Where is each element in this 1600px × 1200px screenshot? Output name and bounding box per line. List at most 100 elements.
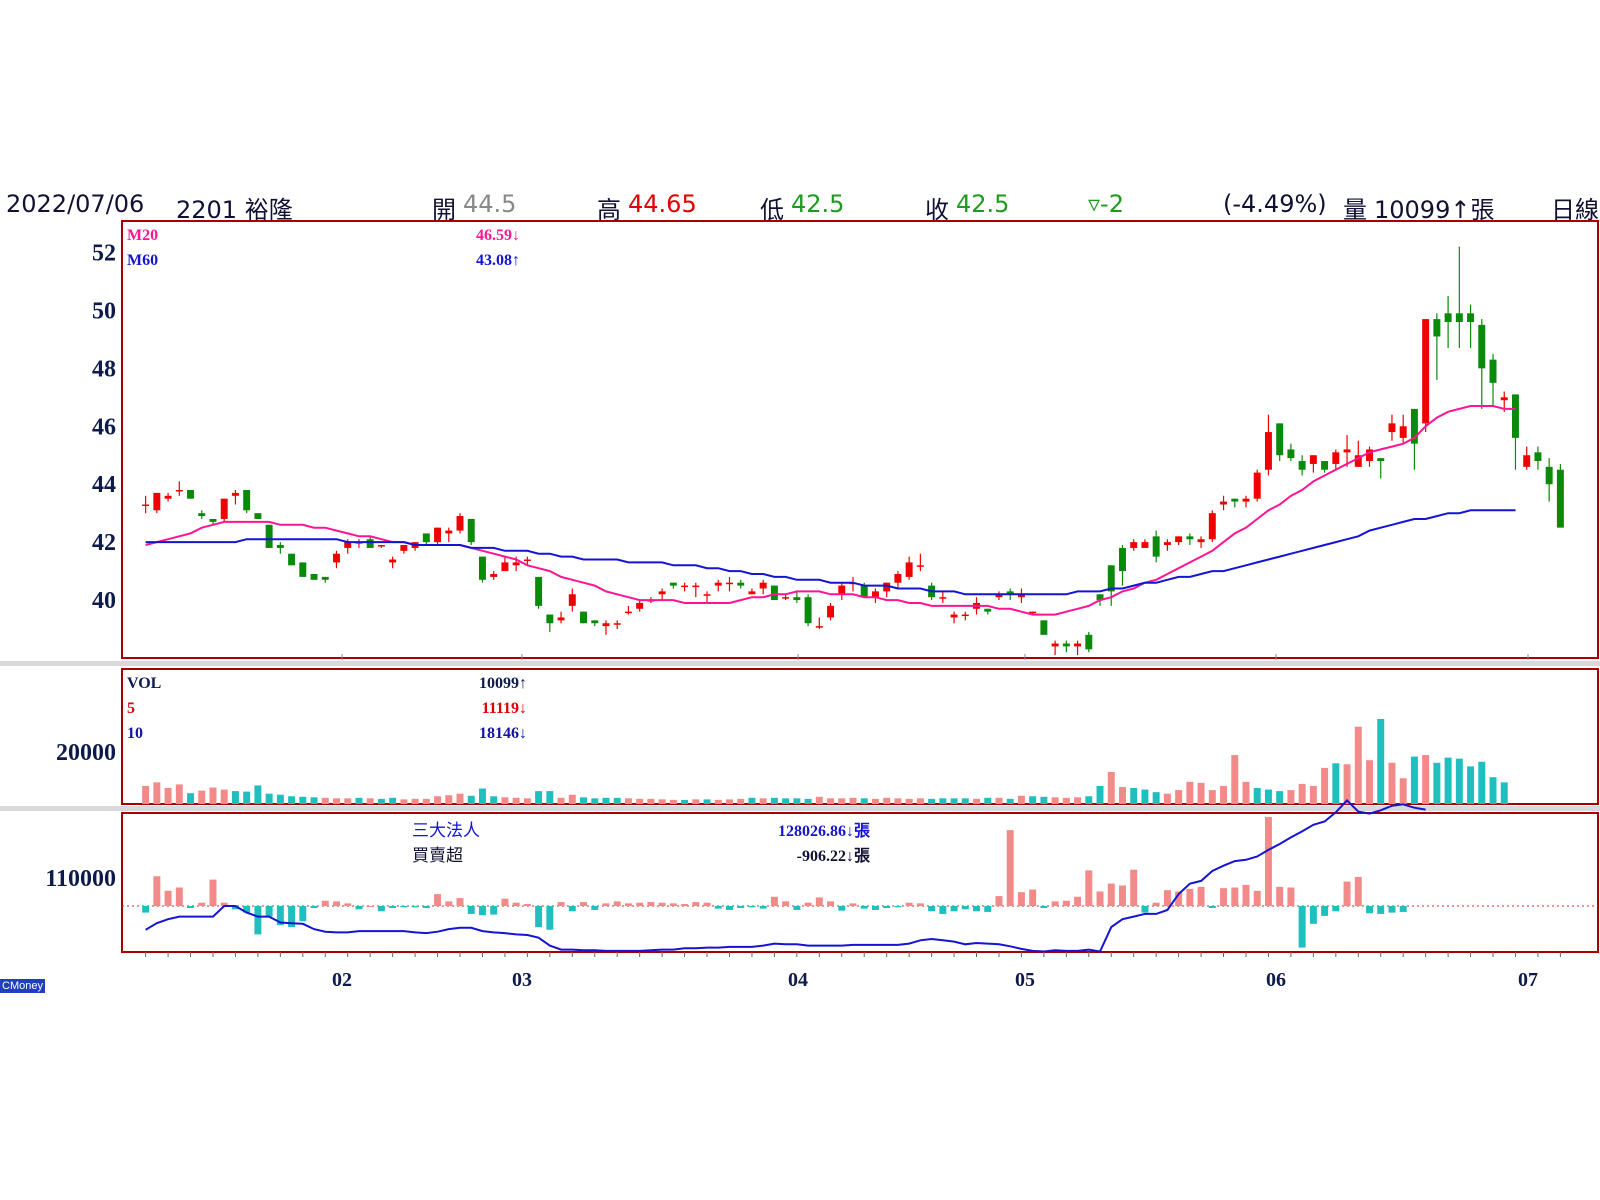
volume-bar: [1006, 798, 1014, 804]
volume-bar: [254, 785, 262, 804]
candle-body: [1455, 313, 1463, 322]
candle-body: [1309, 455, 1317, 464]
legend-name: VOL: [127, 675, 161, 692]
volume-bar: [1399, 778, 1407, 804]
net-buy-bar: [1130, 869, 1138, 906]
price-tick-label: 50: [92, 298, 116, 324]
candle-body: [220, 498, 228, 519]
candle: [310, 574, 318, 580]
net-buy-bar: [1029, 889, 1037, 906]
candle-body: [793, 597, 801, 601]
volume-bar: [1051, 797, 1059, 804]
candle: [445, 527, 453, 543]
candle-body: [198, 513, 206, 517]
volume-bar: [770, 797, 778, 804]
candle: [1354, 440, 1362, 467]
candle-body: [344, 542, 352, 548]
candle: [1332, 449, 1340, 470]
legend-name: M20: [127, 227, 158, 244]
net-buy-bar: [883, 906, 891, 908]
net-buy-bar: [254, 906, 262, 935]
volume-bar: [344, 798, 352, 804]
candle-body: [703, 594, 711, 596]
close-label: 收: [925, 196, 949, 224]
net-buy-bar: [344, 903, 352, 906]
legend-name: 5: [127, 700, 135, 717]
volume-bar: [546, 791, 554, 804]
month-label: 03: [512, 969, 532, 991]
net-buy-bar: [310, 906, 318, 908]
volume-bar: [1197, 782, 1205, 804]
candle-body: [1074, 643, 1082, 647]
candle-body: [1545, 466, 1553, 485]
candle-body: [557, 617, 565, 621]
candle-body: [389, 559, 397, 563]
net-buy-bar: [894, 906, 902, 908]
candle: [1130, 539, 1138, 551]
volume-bar: [759, 798, 767, 804]
net-buy-bar: [961, 906, 969, 910]
net-buy-bar: [793, 906, 801, 910]
net-buy-bar: [759, 906, 767, 909]
volume-bar: [243, 791, 251, 804]
candle-body: [1343, 449, 1351, 453]
candle: [198, 510, 206, 519]
candle: [377, 545, 385, 548]
candle: [142, 495, 150, 514]
net-buy-bar: [580, 902, 588, 906]
period-tab[interactable]: 日線: [1551, 196, 1599, 224]
net-buy-bar: [1208, 906, 1216, 908]
institutional-tick-label: 110000: [45, 866, 116, 892]
volume-bar: [187, 793, 195, 804]
volume-bar: [748, 797, 756, 804]
holdings-line: [145, 798, 1426, 953]
volume-bar: [613, 797, 621, 804]
candle-body: [1096, 594, 1104, 601]
candle: [333, 550, 340, 569]
net-buy-bar: [602, 903, 610, 906]
legend-value: -906.22↓張: [797, 847, 871, 865]
net-buy-bar: [591, 906, 599, 910]
volume-bar: [1208, 790, 1216, 804]
net-buy-bar: [1276, 886, 1284, 906]
candle-body: [1085, 634, 1093, 650]
candle-body: [265, 524, 273, 548]
candle: [1074, 640, 1082, 656]
net-buy-bar: [905, 902, 913, 906]
candle-body: [1017, 594, 1025, 598]
candle: [1478, 319, 1486, 409]
net-buy-bar: [1118, 885, 1126, 906]
candle-body: [1264, 432, 1272, 470]
volume-bar: [714, 799, 722, 804]
net-buy-bar: [1287, 887, 1295, 906]
candle: [1152, 530, 1160, 563]
candle-body: [961, 614, 969, 617]
candle-body: [467, 518, 475, 543]
candle-body: [692, 585, 700, 588]
volume-bar: [580, 797, 588, 804]
candle: [1433, 313, 1441, 380]
volume-bar: [557, 797, 565, 804]
candle: [1186, 533, 1194, 546]
candle-body: [580, 611, 588, 624]
net-buy-bar: [1186, 888, 1194, 906]
price-tick-label: 48: [92, 356, 116, 382]
net-buy-bar: [782, 901, 790, 906]
low-value: 42.5: [791, 190, 845, 218]
volume-bar: [512, 797, 520, 804]
price-tick-label: 44: [92, 472, 116, 498]
volume-bar: [1354, 726, 1362, 804]
candle-body: [1321, 461, 1329, 470]
volume-bar: [1321, 767, 1329, 804]
candle: [1287, 443, 1295, 462]
volume-bar: [411, 798, 419, 804]
volume-bar: [995, 797, 1003, 804]
volume-bar: [1276, 791, 1284, 804]
volume-bar: [220, 789, 228, 804]
candle: [748, 588, 756, 595]
candle-body: [1197, 539, 1205, 543]
net-buy-bar: [995, 896, 1003, 906]
volume-bar: [681, 799, 689, 804]
change-percent: (-4.49%): [1223, 190, 1327, 218]
